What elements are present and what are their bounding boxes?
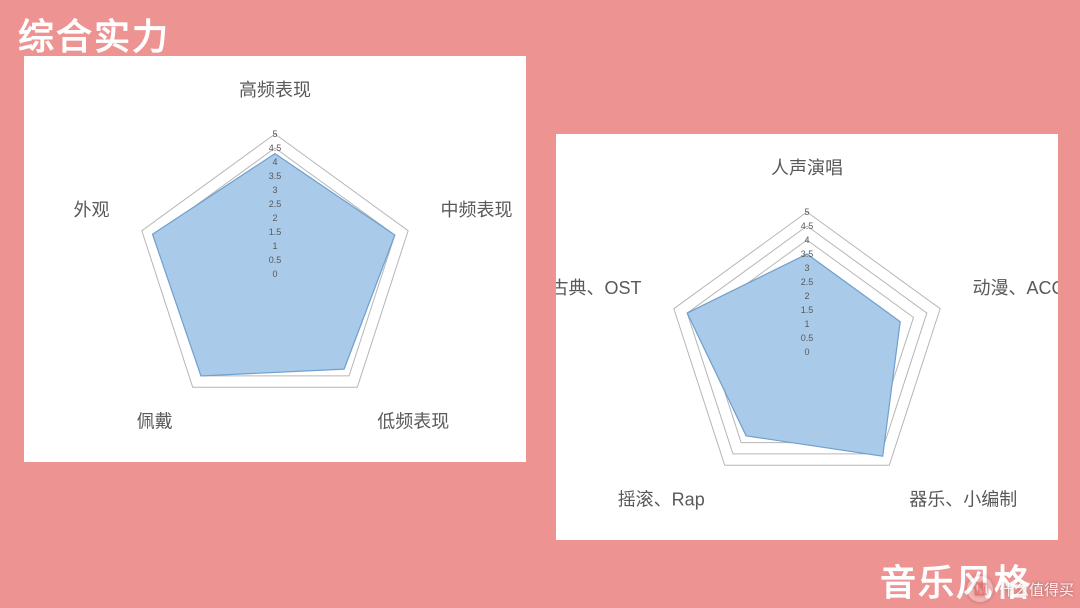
radar-axis-label: 器乐、小编制 xyxy=(909,489,1017,509)
radar-ring-label: 3 xyxy=(272,185,277,195)
stage: 综合实力 音乐风格 00.511.522.533.544.55高频表现中频表现低… xyxy=(0,0,1080,608)
radar-ring-label: 0 xyxy=(804,347,809,357)
radar-ring-label: 2 xyxy=(272,213,277,223)
radar-ring-label: 1 xyxy=(804,319,809,329)
radar-axis-label: 摇滚、Rap xyxy=(618,489,705,509)
panel-left: 0 0.5 1 1.5 2 2.5 3 3.5 4 4.5 5 高频表现中频表现低频表现 佩戴 外观 xyxy=(24,56,526,462)
radar-ring-label: 4.5 xyxy=(801,221,814,231)
radar-axis-label: 佩戴 xyxy=(137,411,173,431)
radar-chart-right: 0 0.5 1 1.5 2 2.5 3 3.5 4 4.5 5 人声演唱动漫、ACG 器乐、小编制 摇滚、… xyxy=(556,134,1058,540)
watermark: 值 什么值得买 xyxy=(967,576,1074,602)
watermark-badge-icon: 值 xyxy=(967,576,993,602)
radar-axis-label: 外观 xyxy=(74,200,110,220)
radar-ring-label: 2 xyxy=(804,291,809,301)
radar-ring-label: 3.5 xyxy=(269,171,282,181)
radar-ring-label: 1.5 xyxy=(269,227,282,237)
radar-ring-label: 5 xyxy=(804,207,809,217)
watermark-text: 什么值得买 xyxy=(999,579,1074,600)
radar-ring-label: 2.5 xyxy=(801,277,814,287)
panel-right: 0 0.5 1 1.5 2 2.5 3 3.5 4 4.5 5 人声演唱动漫、ACG 器乐、小编制 摇滚、… xyxy=(556,134,1058,540)
radar-ring-label: 3.5 xyxy=(801,249,814,259)
radar-ring-label: 1.5 xyxy=(801,305,814,315)
radar-axis-label: 动漫、ACG xyxy=(972,278,1058,298)
radar-ring-label: 1 xyxy=(272,241,277,251)
radar-chart-left: 0 0.5 1 1.5 2 2.5 3 3.5 4 4.5 5 高频表现中频表现低频表现 佩戴 外观 xyxy=(24,56,526,462)
radar-ring-label: 4.5 xyxy=(269,143,282,153)
radar-axis-label: 高频表现 xyxy=(239,80,311,100)
radar-axis-label: 古典、OST xyxy=(556,278,642,298)
radar-ring-label: 4 xyxy=(804,235,809,245)
radar-axis-label: 低频表现 xyxy=(377,411,449,431)
radar-ring-label: 2.5 xyxy=(269,199,282,209)
radar-ring-label: 3 xyxy=(804,263,809,273)
radar-ring-label: 0.5 xyxy=(269,255,282,265)
title-left: 综合实力 xyxy=(18,8,170,60)
radar-ring-label: 0.5 xyxy=(801,333,814,343)
radar-axis-label: 中频表现 xyxy=(440,200,512,220)
radar-axis-label: 人声演唱 xyxy=(771,158,843,178)
radar-ring-label: 0 xyxy=(272,269,277,279)
radar-ring-label: 4 xyxy=(272,157,277,167)
radar-ring-label: 5 xyxy=(272,129,277,139)
